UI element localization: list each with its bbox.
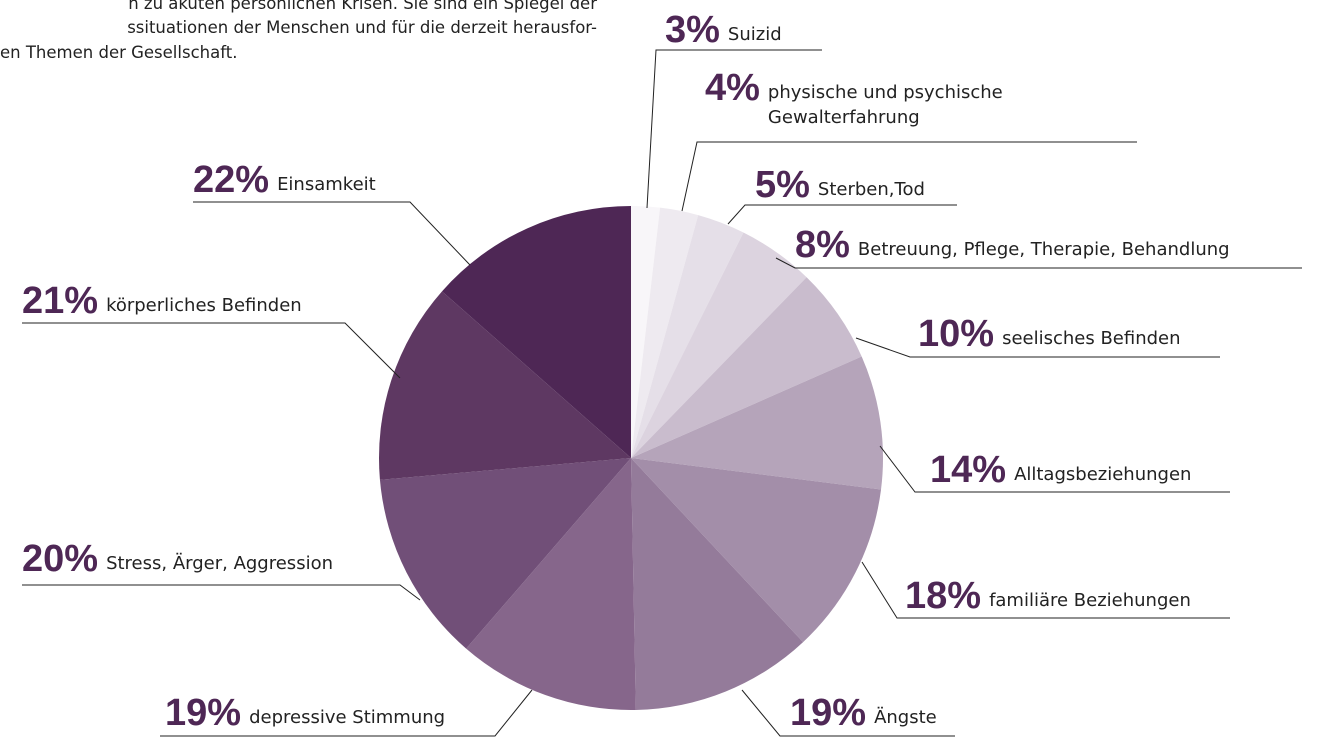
pie-slice xyxy=(631,206,661,458)
value-label: 22% xyxy=(193,159,269,201)
leader-line xyxy=(22,322,401,379)
leader-line xyxy=(727,204,957,225)
value-label: 14% xyxy=(930,449,1006,491)
pie-slice xyxy=(631,207,699,458)
leader-line xyxy=(160,689,533,737)
value-label: 19% xyxy=(790,692,866,734)
pie-slice xyxy=(631,458,804,710)
pie-slice xyxy=(466,458,636,710)
category-label: familiäre Beziehungen xyxy=(989,590,1191,611)
value-label: 10% xyxy=(918,313,994,355)
leader-line xyxy=(646,49,822,209)
category-label: Ängste xyxy=(874,707,937,728)
pie-slice xyxy=(631,356,884,490)
category-label: depressive Stimmung xyxy=(249,707,445,728)
intro-text: ssituationen der Menschen und für die de… xyxy=(127,18,597,37)
leader-line xyxy=(741,689,955,737)
pie-slice xyxy=(631,215,744,458)
value-label: 18% xyxy=(905,575,981,617)
pie-slice xyxy=(379,458,631,649)
leader-line xyxy=(879,445,1230,493)
value-label: 20% xyxy=(22,538,98,580)
leader-line xyxy=(22,584,421,601)
leader-line xyxy=(681,141,1137,212)
pie-slice xyxy=(631,277,862,458)
pie-slice xyxy=(631,232,807,458)
category-label: Stress, Ärger, Aggression xyxy=(106,553,333,574)
value-label: 8% xyxy=(795,224,850,266)
leader-line xyxy=(193,201,471,266)
pie-slice xyxy=(442,206,631,458)
leader-line xyxy=(861,561,1230,619)
category-label: Alltagsbeziehungen xyxy=(1014,464,1191,485)
value-label: 4% xyxy=(705,67,760,109)
category-label: physische und psychische Gewalterfahrung xyxy=(768,82,1003,128)
leader-line xyxy=(775,257,1302,269)
category-label: Sterben,Tod xyxy=(818,179,925,200)
category-label: körperliches Befinden xyxy=(106,295,302,316)
pie-slice xyxy=(378,291,631,480)
value-label: 5% xyxy=(755,164,810,206)
value-label: 21% xyxy=(22,280,98,322)
intro-text: en Themen der Gesellschaft. xyxy=(0,43,237,62)
leader-line xyxy=(855,337,1220,358)
intro-text: n zu akuten persönlichen Krisen. Sie sin… xyxy=(128,0,597,13)
value-label: 19% xyxy=(165,692,241,734)
category-label: seelisches Befinden xyxy=(1002,328,1180,349)
category-label: Betreuung, Pflege, Therapie, Behandlung xyxy=(858,239,1230,260)
category-label: Suizid xyxy=(728,24,782,45)
pie-slice xyxy=(631,458,882,643)
value-label: 3% xyxy=(665,9,720,51)
category-label: Einsamkeit xyxy=(277,174,376,195)
